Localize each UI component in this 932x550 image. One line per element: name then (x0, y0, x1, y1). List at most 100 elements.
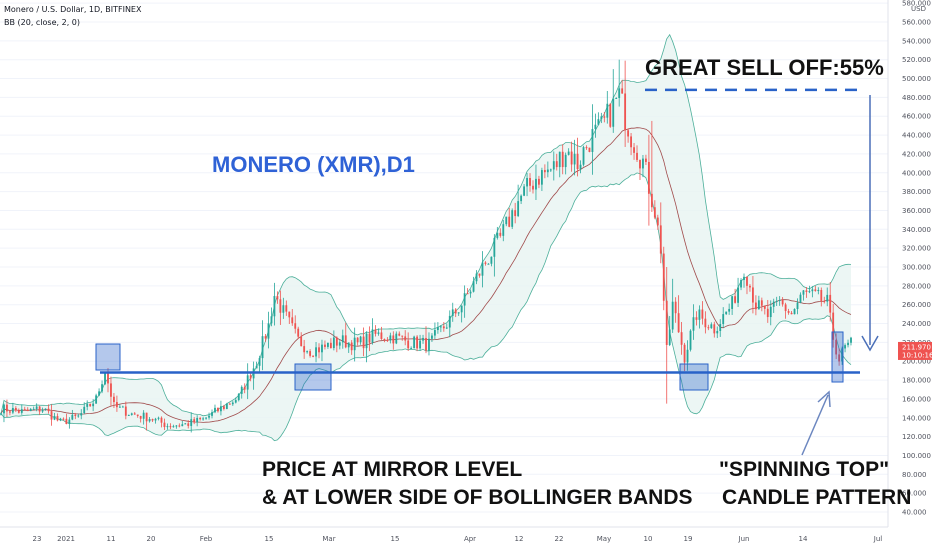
spinning-top-box (831, 331, 844, 383)
price-tick-label: 360.000 (902, 207, 931, 215)
candle (445, 323, 448, 330)
candle (416, 335, 419, 352)
candle (431, 333, 433, 343)
candle (222, 404, 225, 411)
spinning-top-arrow-head (817, 390, 831, 408)
candle (436, 322, 439, 334)
candle (656, 214, 659, 230)
candle (484, 261, 487, 266)
candle (787, 308, 790, 315)
candle (668, 315, 671, 347)
candle (294, 315, 297, 334)
candle (734, 288, 737, 304)
candle (514, 202, 517, 224)
candle (50, 404, 53, 426)
candle (92, 399, 95, 412)
candle (151, 418, 154, 422)
price-badge (898, 341, 932, 360)
candle (588, 147, 591, 153)
candle (327, 342, 329, 349)
candle (353, 327, 356, 362)
candle (118, 404, 121, 408)
candle (234, 397, 237, 404)
candle (205, 417, 207, 420)
candle (258, 355, 261, 373)
time-axis[interactable]: 23 2021 11 20 Feb 15 Mar 15 Apr 12 22 May 10 19 Jun 14 J… (0, 526, 888, 543)
candle (133, 412, 136, 415)
candle (493, 234, 496, 277)
candle (389, 332, 392, 344)
candle (511, 208, 514, 230)
candle (190, 412, 193, 433)
candle (130, 412, 133, 416)
candle (386, 337, 389, 343)
candle (288, 311, 291, 324)
candle (523, 184, 525, 197)
price-axis[interactable]: 40.000 60.000 80.000 100.000 120.000 140.000 1… (887, 0, 932, 550)
candle (142, 410, 145, 425)
time-tick-label: Apr (464, 535, 476, 543)
candle (380, 326, 383, 340)
spinning-top-annotation-line2: CANDLE PATTERN (722, 486, 912, 509)
candle (630, 133, 632, 156)
price-tick-label: 380.000 (902, 188, 931, 196)
candle (597, 112, 600, 126)
candle (757, 295, 760, 310)
candle (618, 59, 621, 107)
price-tick-label: 280.000 (902, 282, 931, 290)
candle (315, 341, 317, 363)
candle (665, 266, 668, 404)
candle (752, 275, 754, 314)
candle (332, 330, 335, 351)
candle (202, 417, 205, 421)
candle (86, 400, 89, 411)
candle (193, 417, 196, 425)
candle (395, 331, 398, 345)
candle (713, 321, 716, 338)
candle (609, 103, 612, 128)
candle (318, 343, 320, 359)
candle (413, 335, 416, 349)
candle (347, 342, 350, 353)
candle (53, 412, 56, 421)
candle (612, 69, 615, 133)
candle (160, 416, 163, 428)
price-tick-label: 160.000 (902, 395, 931, 403)
candle (377, 328, 380, 336)
candle (95, 393, 98, 404)
candle (582, 145, 585, 167)
candle (683, 342, 686, 372)
candle (338, 339, 341, 350)
candle (41, 407, 44, 413)
price-tick-label: 480.000 (902, 94, 931, 102)
candle (255, 361, 258, 369)
candle (653, 200, 656, 220)
candle (749, 284, 751, 292)
candle (621, 79, 624, 94)
candle (166, 423, 169, 430)
candle (535, 164, 537, 200)
candle (35, 403, 38, 412)
time-tick-label: 11 (107, 535, 116, 543)
candle (261, 320, 264, 371)
time-tick-label: 23 (33, 535, 42, 543)
mirror-level-annotation-line1: PRICE AT MIRROR LEVEL (262, 458, 523, 481)
candle (404, 330, 407, 346)
price-tick-label: 440.000 (902, 132, 931, 140)
candle (110, 376, 112, 407)
candle (633, 143, 635, 160)
candle (844, 343, 846, 353)
time-tick-label: 22 (555, 535, 564, 543)
candle (454, 308, 457, 318)
candle (707, 324, 710, 331)
candle (532, 180, 534, 194)
price-tick-label: 400.000 (902, 169, 931, 177)
candle (579, 160, 582, 174)
candle (451, 302, 454, 322)
bollinger-basis-line (0, 127, 852, 423)
candle (154, 417, 157, 424)
time-tick-label: 2021 (57, 535, 75, 543)
candle (829, 282, 832, 322)
candle (127, 414, 130, 416)
